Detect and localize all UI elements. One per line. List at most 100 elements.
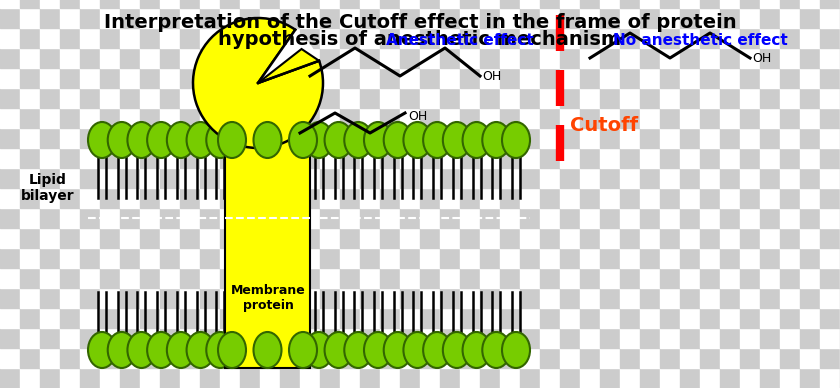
Bar [20,268,40,288]
Bar [160,268,180,288]
Bar [360,28,380,48]
Ellipse shape [305,332,333,368]
Bar [80,168,100,188]
Bar [420,8,440,28]
Bar [80,328,100,348]
Bar [680,128,700,148]
Bar [520,88,540,108]
Bar [400,228,420,248]
Bar [520,28,540,48]
Bar [400,348,420,368]
Bar [280,128,300,148]
Bar [680,228,700,248]
Bar [440,288,460,308]
Bar [400,148,420,168]
Bar [400,288,420,308]
Bar [700,8,720,28]
Bar [760,108,780,128]
Bar [240,48,260,68]
Bar [280,28,300,48]
Bar [660,308,680,328]
Bar [380,128,400,148]
Bar [20,108,40,128]
Bar [440,68,460,88]
Bar [560,268,580,288]
Bar [740,148,760,168]
Bar [460,308,480,328]
Bar [380,8,400,28]
Bar [760,188,780,208]
Bar [340,168,360,188]
Bar [700,328,720,348]
Bar [180,8,200,28]
Bar [760,148,780,168]
Bar [420,188,440,208]
Bar [540,268,560,288]
Bar [760,0,780,8]
Bar [780,288,800,308]
Bar [380,268,400,288]
Bar [420,248,440,268]
Bar [400,308,420,328]
Bar [420,88,440,108]
Bar [180,228,200,248]
Bar [380,288,400,308]
Bar [240,288,260,308]
Bar [20,248,40,268]
Bar [460,248,480,268]
Bar [220,248,240,268]
Bar [120,228,140,248]
Bar [240,28,260,48]
Bar [380,248,400,268]
Bar [120,268,140,288]
Bar [40,108,60,128]
Bar [180,148,200,168]
Bar [40,248,60,268]
Bar [800,28,820,48]
Bar [620,148,640,168]
Bar [0,348,20,368]
Bar [300,328,320,348]
Bar [340,188,360,208]
Bar [140,48,160,68]
Bar [80,188,100,208]
Bar [360,248,380,268]
Bar [60,0,80,8]
Bar [225,140,310,368]
Bar [660,88,680,108]
Bar [820,128,840,148]
Bar [540,88,560,108]
Bar [260,0,280,8]
Bar [260,68,280,88]
Bar [280,68,300,88]
Bar [480,28,500,48]
Bar [100,308,120,328]
Bar [640,188,660,208]
Bar [460,268,480,288]
Ellipse shape [443,332,471,368]
Bar [700,68,720,88]
Ellipse shape [88,122,116,158]
Bar [360,168,380,188]
Bar [640,0,660,8]
Bar [500,148,520,168]
Bar [60,88,80,108]
Bar [560,168,580,188]
Bar [340,68,360,88]
Bar [260,308,280,328]
Bar [540,108,560,128]
Bar [560,308,580,328]
Bar [680,208,700,228]
Bar [780,48,800,68]
Bar [0,108,20,128]
Bar [240,208,260,228]
Bar [560,28,580,48]
Bar [580,148,600,168]
Bar [800,8,820,28]
Bar [620,328,640,348]
Bar [0,168,20,188]
Bar [560,128,580,148]
Bar [800,208,820,228]
Bar [140,348,160,368]
Bar [400,108,420,128]
